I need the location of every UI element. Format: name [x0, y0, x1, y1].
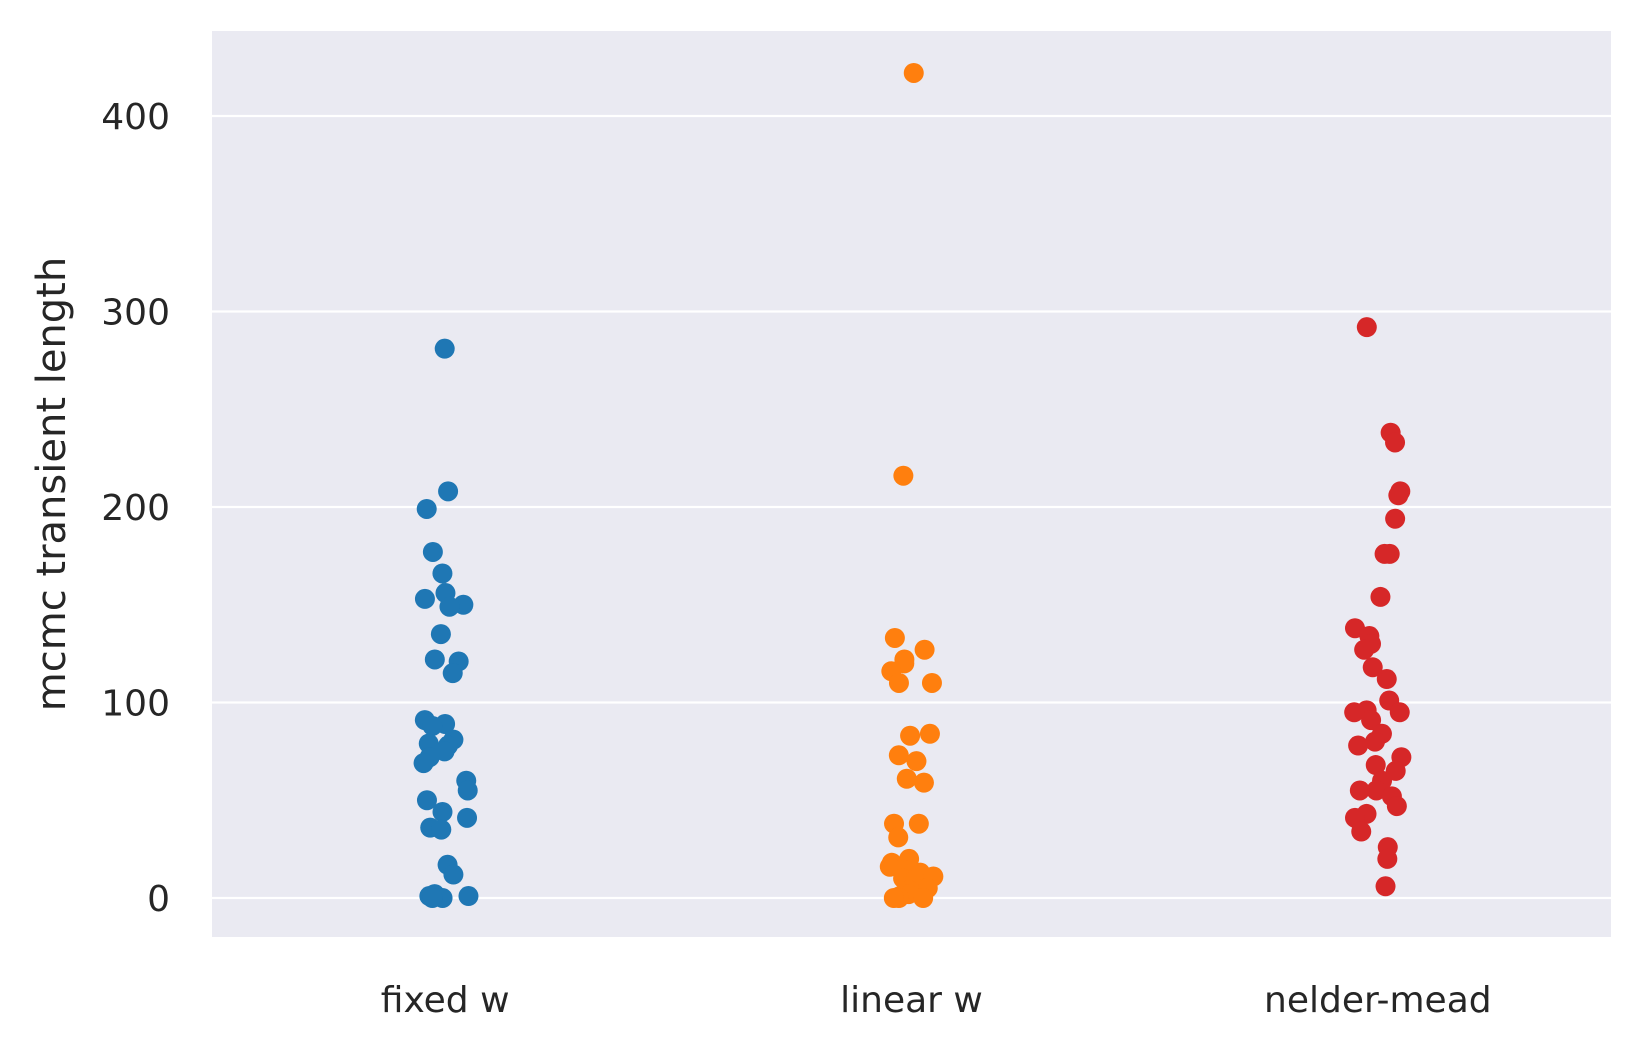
data-point	[1388, 485, 1409, 506]
data-point	[457, 780, 478, 801]
y-tick-label: 200	[101, 488, 170, 529]
data-point	[1370, 586, 1391, 607]
data-point	[432, 563, 453, 584]
data-point	[1377, 848, 1398, 869]
data-point	[913, 772, 934, 793]
data-point	[1385, 508, 1406, 529]
data-point	[414, 588, 435, 609]
data-point	[906, 751, 927, 772]
data-point	[1362, 657, 1383, 678]
data-point	[422, 541, 443, 562]
data-point	[888, 745, 909, 766]
y-tick-label: 400	[101, 97, 170, 138]
data-point	[919, 723, 940, 744]
data-point	[439, 596, 460, 617]
data-point	[908, 813, 929, 834]
data-point	[1386, 796, 1407, 817]
data-point	[422, 888, 443, 908]
data-point	[1385, 432, 1406, 453]
data-point	[422, 715, 443, 736]
data-point	[921, 672, 942, 693]
data-point	[442, 663, 463, 684]
data-point	[1344, 702, 1365, 723]
data-point	[1376, 669, 1397, 690]
data-point	[1348, 735, 1369, 756]
data-point	[903, 62, 924, 83]
data-point	[1365, 755, 1386, 776]
data-point	[430, 624, 451, 645]
data-point	[883, 888, 904, 908]
data-point	[914, 639, 935, 660]
data-point	[1374, 543, 1395, 564]
data-point	[1349, 780, 1370, 801]
data-point	[416, 498, 437, 519]
y-tick-label: 300	[101, 293, 170, 334]
data-point	[913, 888, 934, 908]
data-point	[893, 465, 914, 486]
data-point	[900, 725, 921, 746]
data-point	[879, 856, 900, 877]
data-point	[424, 649, 445, 670]
data-point	[432, 801, 453, 822]
x-tick-label: linear w	[840, 980, 983, 1021]
data-point	[413, 753, 434, 774]
x-tick-label: nelder-mead	[1264, 980, 1492, 1021]
data-point	[457, 807, 478, 828]
y-tick-label: 0	[147, 879, 170, 920]
data-point	[888, 672, 909, 693]
y-tick-label: 100	[101, 684, 170, 725]
data-point	[1389, 702, 1410, 723]
data-point	[431, 819, 452, 840]
x-tick-label: fixed w	[381, 980, 510, 1021]
data-point	[458, 886, 479, 907]
data-point	[1366, 780, 1387, 801]
data-point	[443, 864, 464, 885]
data-point	[1351, 821, 1372, 842]
data-point	[1375, 876, 1396, 897]
data-point	[1354, 639, 1375, 660]
y-axis-label: mcmc transient length	[29, 257, 75, 711]
data-point	[416, 790, 437, 811]
data-point	[888, 827, 909, 848]
data-point	[434, 338, 455, 359]
data-point	[1365, 731, 1386, 752]
x-tick-labels: fixed w linear w nelder-mead	[381, 980, 1492, 1021]
data-point	[884, 627, 905, 648]
data-point	[1356, 317, 1377, 338]
y-tick-labels: 0 100 200 300 400	[101, 97, 170, 920]
data-point	[896, 768, 917, 789]
data-points	[413, 62, 1412, 908]
data-point	[1361, 710, 1382, 731]
data-point	[438, 481, 459, 502]
